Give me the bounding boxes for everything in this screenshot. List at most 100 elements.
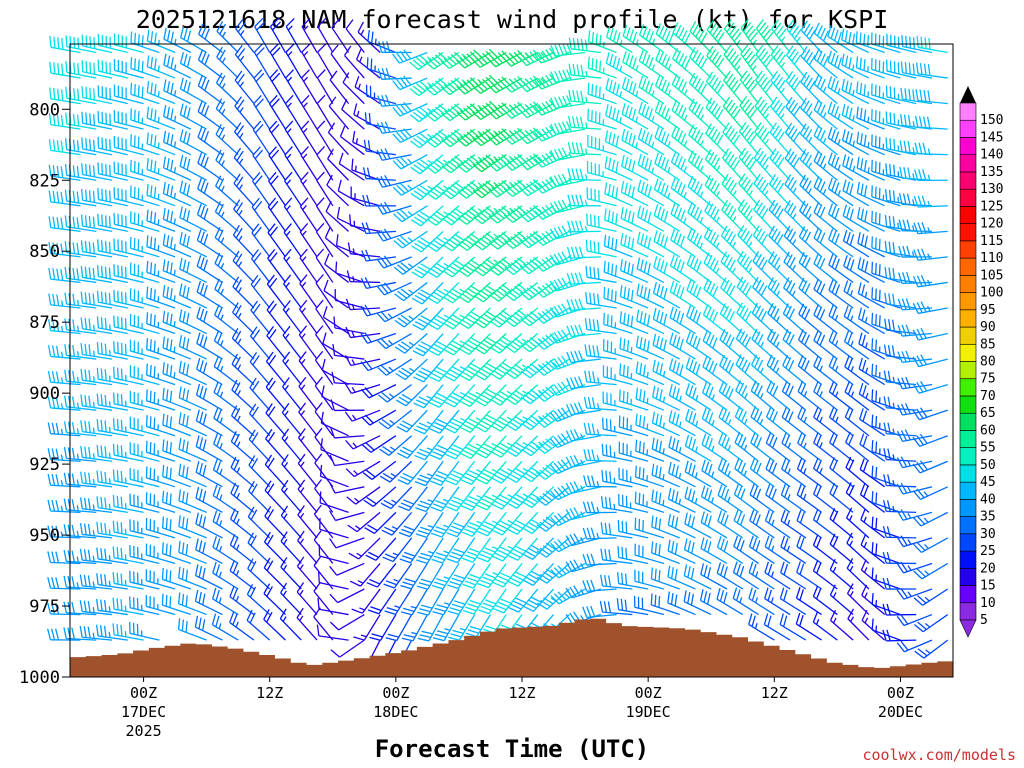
barb-staff xyxy=(178,603,207,616)
barb-full xyxy=(252,120,262,131)
wind-barb xyxy=(130,211,160,232)
barb-staff xyxy=(114,198,144,207)
barb-full xyxy=(194,564,199,576)
barb-staff xyxy=(285,26,302,53)
barb-full xyxy=(104,215,107,227)
wind-barb xyxy=(362,194,396,207)
barb-full xyxy=(71,396,76,408)
barb-full xyxy=(47,396,52,409)
barb-staff xyxy=(98,429,128,437)
barb-staff xyxy=(350,225,381,232)
barb-staff xyxy=(98,558,128,565)
barb-half xyxy=(92,376,95,383)
barb-staff xyxy=(248,438,271,462)
barb-half xyxy=(301,230,307,236)
barb-full xyxy=(72,267,76,280)
wind-barb xyxy=(263,609,286,641)
barb-full xyxy=(55,474,60,486)
barb-full xyxy=(250,560,257,572)
wind-barb xyxy=(80,368,113,386)
barb-half xyxy=(286,153,292,159)
wind-barb xyxy=(252,120,271,156)
barb-full xyxy=(250,483,258,495)
barb-full xyxy=(183,105,188,117)
barb-staff xyxy=(162,553,192,565)
barb-staff xyxy=(146,477,176,488)
barb-full xyxy=(395,52,404,63)
barb-full xyxy=(249,586,257,598)
barb-full xyxy=(249,352,258,363)
barb-half xyxy=(301,307,306,313)
barb-full xyxy=(299,222,309,233)
wind-barb xyxy=(230,405,255,437)
wind-barb xyxy=(47,602,81,616)
barb-staff xyxy=(365,177,396,181)
barb-staff xyxy=(265,361,286,386)
wind-barb xyxy=(80,291,113,309)
barb-half xyxy=(351,387,356,393)
wind-barb xyxy=(353,614,381,641)
wind-barb xyxy=(332,343,365,360)
barb-full xyxy=(214,226,221,238)
wind-barb xyxy=(215,123,239,156)
wind-barb xyxy=(214,226,239,258)
barb-staff xyxy=(335,272,365,284)
barb-full xyxy=(299,299,308,310)
barb-full xyxy=(186,30,192,42)
barb-full xyxy=(116,598,119,610)
barb-half xyxy=(393,578,400,583)
wind-barb xyxy=(369,614,397,641)
barb-staff xyxy=(300,128,318,156)
wind-barb xyxy=(269,69,287,104)
barb-full xyxy=(203,208,209,220)
barb-half xyxy=(302,128,308,134)
barb-full xyxy=(186,261,190,273)
barb-full xyxy=(202,567,206,580)
barb-full xyxy=(56,217,60,229)
barb-full xyxy=(84,420,87,433)
wind-barb xyxy=(48,138,81,156)
wind-barb xyxy=(146,55,176,79)
barb-full xyxy=(101,188,104,201)
barb-full xyxy=(88,446,91,459)
barb-full xyxy=(149,287,153,300)
barb-full xyxy=(348,552,360,560)
barb-half xyxy=(76,479,79,486)
barb-full xyxy=(117,342,119,354)
barb-half xyxy=(60,428,64,435)
barb-full xyxy=(381,68,387,80)
barb-full xyxy=(76,88,80,101)
barb-staff xyxy=(300,154,318,181)
barb-full xyxy=(363,499,374,508)
wind-barb xyxy=(316,146,334,181)
barb-full xyxy=(638,466,641,479)
wind-barb xyxy=(161,593,192,616)
barb-staff xyxy=(268,129,287,156)
barb-staff xyxy=(215,159,239,181)
barb-full xyxy=(51,396,56,409)
barb-full xyxy=(345,19,354,30)
barb-staff xyxy=(82,276,113,284)
barb-staff xyxy=(130,530,160,539)
barb-staff xyxy=(297,514,318,539)
barb-staff xyxy=(195,574,223,590)
barb-full xyxy=(153,186,157,199)
wind-barb xyxy=(234,96,255,130)
barb-full xyxy=(47,577,52,589)
barb-staff xyxy=(318,608,349,616)
barb-full xyxy=(297,453,306,464)
barb-half xyxy=(239,132,244,139)
wind-barb xyxy=(285,43,302,79)
wind-barb xyxy=(376,228,412,242)
barb-staff xyxy=(50,381,81,386)
barb-full xyxy=(361,444,372,453)
barb-full xyxy=(316,146,326,156)
barb-full xyxy=(237,22,246,33)
barb-full xyxy=(169,519,172,531)
barb-half xyxy=(173,295,176,302)
barb-full xyxy=(56,114,60,126)
wind-barb xyxy=(314,350,334,386)
barb-staff xyxy=(338,613,365,631)
barb-full xyxy=(154,109,157,122)
barb-full xyxy=(100,265,103,278)
